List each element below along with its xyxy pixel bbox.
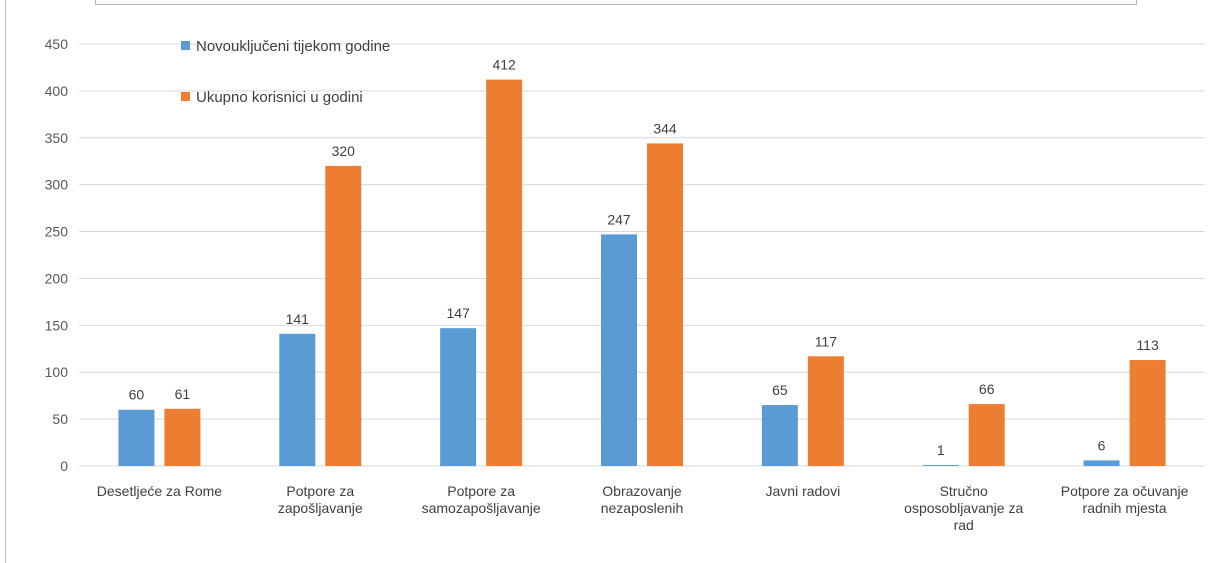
category-label: Potpore za xyxy=(447,483,515,499)
data-label: 65 xyxy=(772,382,788,398)
legend-label: Ukupno korisnici u godini xyxy=(196,89,363,106)
y-tick-label: 400 xyxy=(45,83,69,99)
category-label: Stručno xyxy=(940,483,988,499)
data-label: 66 xyxy=(979,381,995,397)
bar-novoukljuceni xyxy=(279,333,316,466)
y-tick-label: 50 xyxy=(52,411,68,427)
y-tick-label: 300 xyxy=(45,177,69,193)
data-label: 60 xyxy=(129,387,145,403)
category-label: Javni radovi xyxy=(766,483,841,499)
legend-swatch xyxy=(181,92,190,101)
y-tick-label: 350 xyxy=(45,130,69,146)
legend-label: Novouključeni tijekom godine xyxy=(196,38,390,55)
category-label: samozapošljavanje xyxy=(422,500,541,516)
bar-novoukljuceni xyxy=(118,409,155,466)
bar-novoukljuceni xyxy=(1083,460,1120,466)
bar-ukupno xyxy=(647,143,683,466)
category-label: radnih mjesta xyxy=(1083,500,1167,516)
chart-frame-border xyxy=(5,0,6,563)
bar-ukupno xyxy=(486,79,523,466)
category-label: nezaposlenih xyxy=(601,500,684,516)
data-label: 147 xyxy=(446,305,470,321)
bar-novoukljuceni xyxy=(440,328,477,466)
y-tick-label: 250 xyxy=(45,224,69,240)
y-tick-label: 450 xyxy=(45,36,69,52)
data-label: 61 xyxy=(175,386,191,402)
data-label: 1 xyxy=(937,442,945,458)
y-tick-label: 200 xyxy=(45,270,69,286)
category-label: Potpore za očuvanje xyxy=(1061,483,1189,499)
data-label: 113 xyxy=(1136,337,1159,353)
data-label: 344 xyxy=(653,120,677,136)
bar-ukupno xyxy=(164,408,201,466)
legend-swatch xyxy=(181,41,190,50)
data-label: 117 xyxy=(815,333,838,349)
category-label: rad xyxy=(954,517,974,533)
bar-ukupno xyxy=(968,404,1005,466)
data-label: 412 xyxy=(492,57,516,73)
bar-novoukljuceni xyxy=(761,405,798,466)
y-tick-label: 0 xyxy=(60,458,68,474)
data-label: 6 xyxy=(1098,437,1106,453)
y-tick-label: 150 xyxy=(45,317,69,333)
bar-ukupno xyxy=(807,356,844,466)
bar-novoukljuceni xyxy=(922,465,959,466)
bar-ukupno xyxy=(325,165,362,466)
top-frame-strip xyxy=(95,0,1137,5)
y-tick-label: 100 xyxy=(45,364,69,380)
category-label: zapošljavanje xyxy=(278,500,363,516)
data-label: 320 xyxy=(332,143,356,159)
category-label: Obrazovanje xyxy=(602,483,682,499)
bar-novoukljuceni xyxy=(601,234,637,466)
bar-ukupno xyxy=(1129,360,1166,466)
category-label: Potpore za xyxy=(286,483,354,499)
category-label: osposobljavanje za xyxy=(904,500,1023,516)
category-label: Desetljeće za Rome xyxy=(97,483,222,499)
data-label: 247 xyxy=(607,211,631,227)
data-label: 141 xyxy=(286,311,310,327)
